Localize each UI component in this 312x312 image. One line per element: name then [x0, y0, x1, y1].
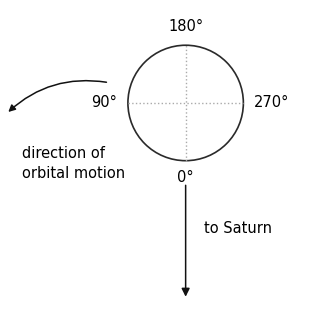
Text: 270°: 270°	[254, 95, 290, 110]
Text: 180°: 180°	[168, 19, 203, 34]
Text: direction of
orbital motion: direction of orbital motion	[22, 146, 125, 181]
Text: to Saturn: to Saturn	[204, 221, 272, 236]
FancyArrowPatch shape	[10, 80, 106, 111]
Text: 0°: 0°	[177, 170, 194, 185]
Text: 90°: 90°	[91, 95, 117, 110]
